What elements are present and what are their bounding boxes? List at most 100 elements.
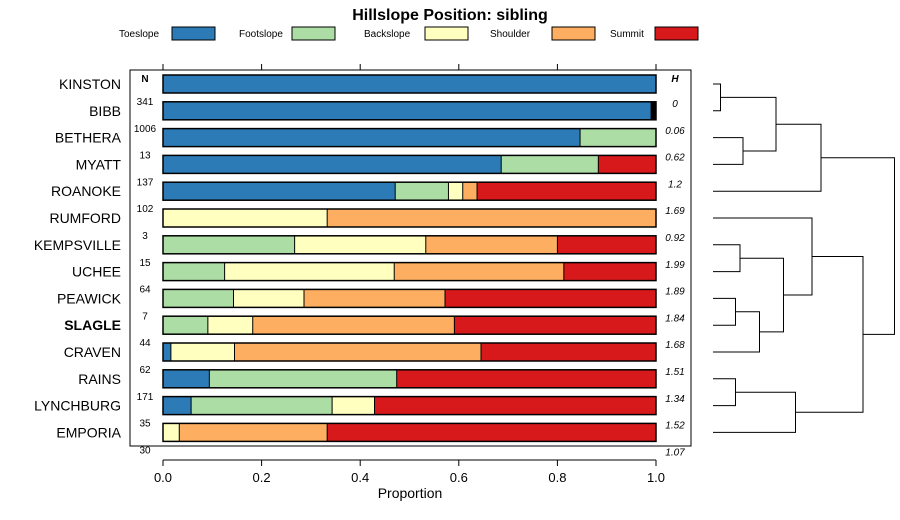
n-value: 35 bbox=[139, 419, 151, 430]
x-axis: 0.0 0.2 0.4 0.6 0.8 1.0 bbox=[154, 459, 665, 485]
dendrogram-merge bbox=[713, 244, 741, 273]
bar-segment-summit bbox=[557, 235, 656, 254]
row-label: PEAWICK bbox=[57, 290, 122, 306]
bar-segment-backslope bbox=[448, 182, 463, 201]
x-tick-label: 0.8 bbox=[548, 470, 566, 485]
bar-segment-footslope bbox=[580, 128, 656, 147]
n-value: 64 bbox=[139, 285, 151, 296]
x-tick-label: 0.4 bbox=[351, 470, 369, 485]
row-label: KINSTON bbox=[59, 76, 121, 92]
bar-outline bbox=[162, 315, 657, 335]
n-value: 1006 bbox=[134, 124, 157, 135]
bar-outline bbox=[162, 181, 657, 201]
legend-swatch-toeslope bbox=[171, 26, 216, 41]
bar-outline bbox=[162, 395, 657, 416]
dendrogram-merge bbox=[713, 83, 721, 112]
bar-segment-shoulder bbox=[234, 343, 481, 361]
row-label: CRAVEN bbox=[64, 344, 121, 360]
bar-outline bbox=[162, 101, 657, 121]
h-value: 1.52 bbox=[665, 421, 685, 432]
legend-label-backslope: Backslope bbox=[364, 29, 411, 40]
h-column-header: H bbox=[671, 74, 679, 85]
dendrogram-merge bbox=[713, 311, 760, 353]
legend-swatch-summit bbox=[654, 26, 699, 41]
bar-segment-shoulder bbox=[252, 316, 455, 335]
bar-segment-toeslope bbox=[163, 75, 656, 93]
bar-segment-summit bbox=[598, 155, 656, 174]
n-value: 30 bbox=[139, 445, 151, 456]
bar-segment-shoulder bbox=[303, 289, 445, 308]
x-tick-label: 0.0 bbox=[154, 470, 172, 485]
row-label: RAINS bbox=[78, 371, 121, 387]
bar-segment-shoulder bbox=[327, 209, 656, 227]
dendrogram-merge bbox=[713, 391, 796, 433]
bar-row-slagle: SLAGLE 44 1.68 bbox=[64, 315, 685, 351]
legend-label-toeslope: Toeslope bbox=[119, 29, 159, 40]
h-value: 1.89 bbox=[665, 287, 685, 298]
bar-segment-summit bbox=[396, 369, 656, 388]
dendrogram-merge bbox=[713, 137, 744, 165]
bar-segment-summit bbox=[374, 396, 656, 415]
chart-title: Hillslope Position: sibling bbox=[352, 7, 548, 24]
dendrogram-merge bbox=[720, 96, 777, 152]
bar-row-peawick: PEAWICK 7 1.84 bbox=[57, 288, 685, 324]
row-label: EMPORIA bbox=[56, 424, 121, 440]
bar-segment-shoulder bbox=[462, 182, 478, 201]
bar-segment-footslope bbox=[163, 262, 225, 281]
bar-outline bbox=[162, 369, 657, 389]
bar-row-emporia: EMPORIA 30 1.07 bbox=[56, 422, 685, 458]
bar-segment-toeslope bbox=[163, 396, 192, 415]
h-value: 0.92 bbox=[665, 233, 685, 244]
bar-segment-backslope bbox=[294, 235, 426, 254]
row-label: SLAGLE bbox=[64, 317, 121, 333]
bar-segment-footslope bbox=[395, 182, 449, 201]
bar-segment-shoulder bbox=[394, 262, 564, 281]
x-tick-label: 0.2 bbox=[253, 470, 271, 485]
bar-row-kempsville: KEMPSVILLE 15 1.99 bbox=[34, 235, 685, 271]
row-label: ROANOKE bbox=[51, 183, 121, 199]
h-value: 1.07 bbox=[665, 447, 685, 458]
bar-segment-toeslope bbox=[163, 155, 502, 174]
bar-row-rains: RAINS 171 1.34 bbox=[78, 369, 685, 405]
legend: Toeslope Footslope Backslope Shoulder Summit bbox=[119, 26, 699, 41]
h-value: 1.84 bbox=[665, 313, 685, 324]
bar-segment-backslope bbox=[233, 289, 304, 308]
bar-segment-summit bbox=[477, 182, 656, 201]
bar-outline bbox=[162, 74, 657, 94]
n-value: 62 bbox=[139, 365, 151, 376]
legend-swatch-footslope bbox=[291, 26, 336, 41]
n-value: 171 bbox=[137, 392, 154, 403]
n-value: 13 bbox=[139, 151, 151, 162]
bar-outline bbox=[162, 261, 657, 282]
bar-segment-summit bbox=[444, 289, 656, 308]
row-label: UCHEE bbox=[72, 264, 121, 280]
bar-segment-summit bbox=[480, 343, 656, 361]
bar-outline bbox=[162, 342, 657, 362]
h-value: 1.69 bbox=[665, 206, 685, 217]
row-label: KEMPSVILLE bbox=[34, 237, 121, 253]
h-value: 1.34 bbox=[665, 394, 685, 405]
n-column-header: N bbox=[141, 74, 148, 85]
x-tick-label: 0.6 bbox=[450, 470, 468, 485]
plot-frame bbox=[129, 69, 692, 447]
row-label: RUMFORD bbox=[49, 210, 121, 226]
bar-segment-backslope bbox=[163, 209, 328, 227]
n-value: 44 bbox=[139, 338, 151, 349]
bar-row-kinston: KINSTON 341 0 bbox=[59, 74, 678, 110]
h-value: 0.06 bbox=[665, 126, 685, 137]
n-value: 341 bbox=[137, 97, 154, 108]
bar-segment-footslope bbox=[191, 396, 333, 415]
legend-swatch-shoulder bbox=[551, 26, 596, 41]
bar-row-bibb: BIBB 1006 0.06 bbox=[89, 101, 685, 137]
bar-row-lynchburg: LYNCHBURG 35 1.52 bbox=[34, 395, 685, 432]
bar-segment-shoulder bbox=[179, 423, 328, 442]
x-tick-label: 1.0 bbox=[647, 470, 665, 485]
bar-segment-footslope bbox=[209, 369, 397, 388]
n-value: 102 bbox=[137, 204, 154, 215]
h-value: 1.68 bbox=[665, 340, 685, 351]
bar-segment-footslope bbox=[163, 289, 234, 308]
bar-outline bbox=[162, 288, 657, 309]
h-value: 1.99 bbox=[665, 260, 685, 271]
h-value: 1.51 bbox=[665, 367, 684, 378]
